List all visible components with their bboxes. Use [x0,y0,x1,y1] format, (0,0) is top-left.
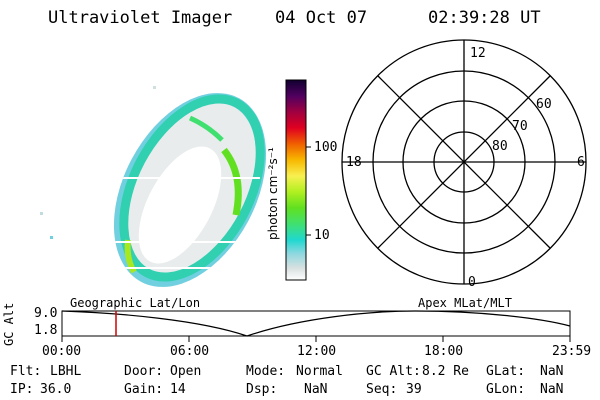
mlat-label-80: 80 [492,139,508,154]
instrument-title: Ultraviolet Imager [48,8,233,28]
mlat-label-70: 70 [512,119,528,134]
x-tick-4: 23:59 [552,344,592,359]
colorbar-unit-label: photon cm⁻²s⁻¹ [266,147,280,240]
geographic-title: Geographic Lat/Lon [70,296,201,310]
mode-label: Mode: [246,364,286,379]
x-tick-0: 00:00 [42,344,82,359]
colorbar-tick-100: 100 [314,140,338,155]
y-max-label: 9.0 [34,306,58,321]
ip-value: 36.0 [40,382,72,397]
seq-label: Seq: [366,382,398,397]
door-label: Door: [124,364,164,379]
dsp-value: NaN [304,382,328,397]
x-tick-1: 06:00 [170,344,210,359]
colorbar-tick-10: 10 [314,228,330,243]
seq-value: 39 [406,382,422,397]
mode-value: Normal [296,364,343,379]
gain-value: 14 [170,382,186,397]
mlt-label-18: 18 [346,155,362,170]
mlat-label-60: 60 [536,97,552,112]
x-tick-3: 18:00 [424,344,464,359]
mlt-label-0: 0 [468,275,476,290]
flt-label: Flt: [10,364,42,379]
polar-grid [341,39,587,285]
y-min-label: 1.8 [34,323,58,338]
x-tick-2: 12:00 [297,344,337,359]
apex-title: Apex MLat/MLT [418,296,512,310]
flt-value: LBHL [50,364,82,379]
glat-label: GLat: [486,364,526,379]
y-axis-label: GC Alt [2,302,16,346]
auroral-image [40,80,277,297]
mlt-label-6: 6 [577,155,585,170]
mlt-label-12: 12 [470,46,486,61]
glon-label: GLon: [486,382,526,397]
altitude-timeline [61,310,571,342]
glon-value: NaN [540,382,564,397]
dsp-label: Dsp: [246,382,278,397]
glat-value: NaN [540,364,564,379]
observation-date: 04 Oct 07 [275,8,368,28]
color-bar [285,79,311,281]
observation-time: 02:39:28 UT [428,8,541,28]
door-value: Open [170,364,202,379]
gcalt-value: 8.2 Re [422,364,469,379]
gain-label: Gain: [124,382,164,397]
gcalt-label: GC Alt: [366,364,421,379]
ip-label: IP: [10,382,34,397]
